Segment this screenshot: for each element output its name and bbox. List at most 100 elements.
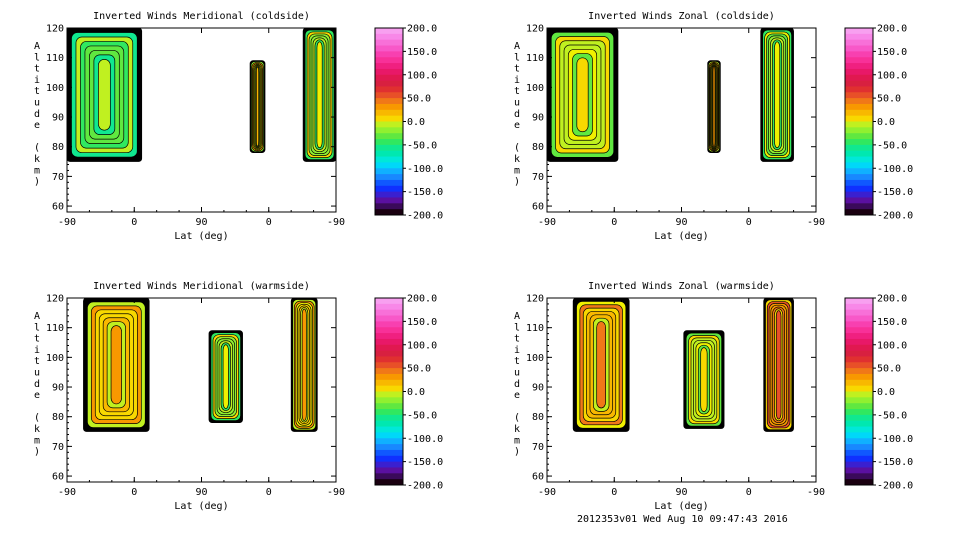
- colorbar-band: [845, 373, 873, 381]
- colorbar-band: [845, 203, 873, 210]
- y-tick-label: 120: [526, 24, 544, 35]
- colorbar-band: [375, 74, 403, 82]
- colorbar-band: [845, 298, 873, 305]
- colorbar-band: [845, 80, 873, 87]
- y-tick-label: 80: [532, 412, 544, 423]
- colorbar-band: [375, 473, 403, 480]
- y-tick-label: 90: [532, 113, 544, 124]
- colorbar-band: [375, 467, 403, 474]
- colorbar-band: [845, 144, 873, 152]
- colorbar-band: [375, 57, 403, 64]
- x-tick-label: -90: [538, 487, 556, 498]
- colorbar-band: [375, 315, 403, 322]
- y-tick-label: 120: [526, 294, 544, 305]
- colorbar-band: [375, 449, 403, 457]
- y-tick-label: 90: [52, 113, 64, 124]
- colorbar-band: [375, 298, 403, 305]
- colorbar-band: [845, 461, 873, 468]
- colorbar-band: [375, 115, 403, 122]
- colorbar-band: [845, 33, 873, 41]
- colorbar-tick-label: 100.0: [407, 70, 437, 81]
- colorbar-band: [845, 397, 873, 404]
- y-tick-label: 70: [52, 172, 64, 183]
- colorbar-band: [375, 356, 403, 363]
- data-region-1: [208, 330, 243, 423]
- x-tick-label: 0: [131, 217, 137, 228]
- colorbar-tick-label: 200.0: [407, 294, 437, 305]
- colorbar-band: [845, 455, 873, 463]
- x-tick-label: -90: [58, 487, 76, 498]
- colorbar-tick-label: -150.0: [407, 187, 443, 198]
- colorbar-band: [375, 203, 403, 210]
- colorbar-band: [375, 150, 403, 158]
- contour-level-7: [775, 310, 782, 420]
- data-region-2: [290, 297, 318, 432]
- colorbar-band: [845, 420, 873, 428]
- colorbar-band: [845, 350, 873, 357]
- colorbar-band: [845, 432, 873, 439]
- colorbar-band: [845, 391, 873, 398]
- chart-title: Inverted Winds Zonal (warmside): [588, 281, 775, 292]
- figure-footer-timestamp: 2012353v01 Wed Aug 10 09:47:43 2016: [577, 514, 788, 525]
- colorbar: 200.0 150.0 100.0 50.0 0.0 -50.0 -100.0 -150.0 -…: [844, 24, 913, 222]
- colorbar-band: [375, 209, 403, 216]
- colorbar-tick-label: 100.0: [877, 340, 907, 351]
- colorbar-band: [845, 174, 873, 181]
- colorbar-band: [375, 362, 403, 369]
- y-tick-label: 60: [52, 202, 64, 213]
- contour-level-7: [222, 344, 229, 409]
- colorbar-band: [845, 39, 873, 47]
- colorbar-tick-label: -50.0: [877, 410, 907, 421]
- x-tick-label: -90: [58, 217, 76, 228]
- colorbar-band: [845, 444, 873, 451]
- y-tick-label: 110: [526, 323, 544, 334]
- colorbar-band: [845, 57, 873, 64]
- y-tick-label: 80: [532, 142, 544, 153]
- y-tick-label: 60: [532, 472, 544, 483]
- y-tick-label: 110: [526, 53, 544, 64]
- colorbar-band: [845, 86, 873, 93]
- y-tick-label: 80: [52, 142, 64, 153]
- colorbar-tick-label: -150.0: [877, 457, 913, 468]
- x-tick-label: 0: [611, 217, 617, 228]
- colorbar-band: [375, 162, 403, 169]
- x-tick-label: 0: [266, 487, 272, 498]
- y-tick-label: 60: [532, 202, 544, 213]
- colorbar-band: [845, 185, 873, 193]
- x-tick-label: 90: [675, 487, 687, 498]
- colorbar-tick-label: 0.0: [407, 117, 425, 128]
- x-tick-label: 0: [131, 487, 137, 498]
- colorbar-band: [375, 28, 403, 35]
- colorbar-band: [375, 144, 403, 152]
- x-tick-label: -90: [807, 487, 825, 498]
- colorbar-tick-label: -100.0: [407, 164, 443, 175]
- x-tick-label: -90: [327, 487, 345, 498]
- chart-panel-2: Inverted Winds Meridional (warmside) -90 0…: [34, 281, 443, 512]
- colorbar-band: [375, 455, 403, 463]
- colorbar-tick-label: -50.0: [407, 140, 437, 151]
- colorbar-band: [375, 327, 403, 334]
- colorbar-band: [375, 444, 403, 451]
- colorbar-band: [375, 344, 403, 352]
- chart-panel-3: Inverted Winds Zonal (warmside) -90 0 90 0 -9…: [514, 281, 913, 512]
- x-axis-label: Lat (deg): [654, 501, 708, 512]
- colorbar-band: [845, 28, 873, 35]
- colorbar-band: [845, 51, 873, 58]
- colorbar-band: [845, 327, 873, 334]
- colorbar-band: [375, 68, 403, 76]
- colorbar-tick-label: -100.0: [877, 434, 913, 445]
- x-tick-label: 0: [611, 487, 617, 498]
- colorbar-band: [375, 385, 403, 392]
- colorbar-band: [375, 321, 403, 328]
- data-region-2: [760, 27, 794, 162]
- colorbar-band: [375, 109, 403, 117]
- data-region-2: [763, 297, 794, 432]
- colorbar-band: [845, 467, 873, 474]
- x-axis-label: Lat (deg): [654, 231, 708, 242]
- colorbar-tick-label: 50.0: [877, 94, 901, 105]
- contour-level-7: [316, 41, 323, 149]
- chart-panel-0: Inverted Winds Meridional (coldside) -90 0…: [34, 11, 443, 242]
